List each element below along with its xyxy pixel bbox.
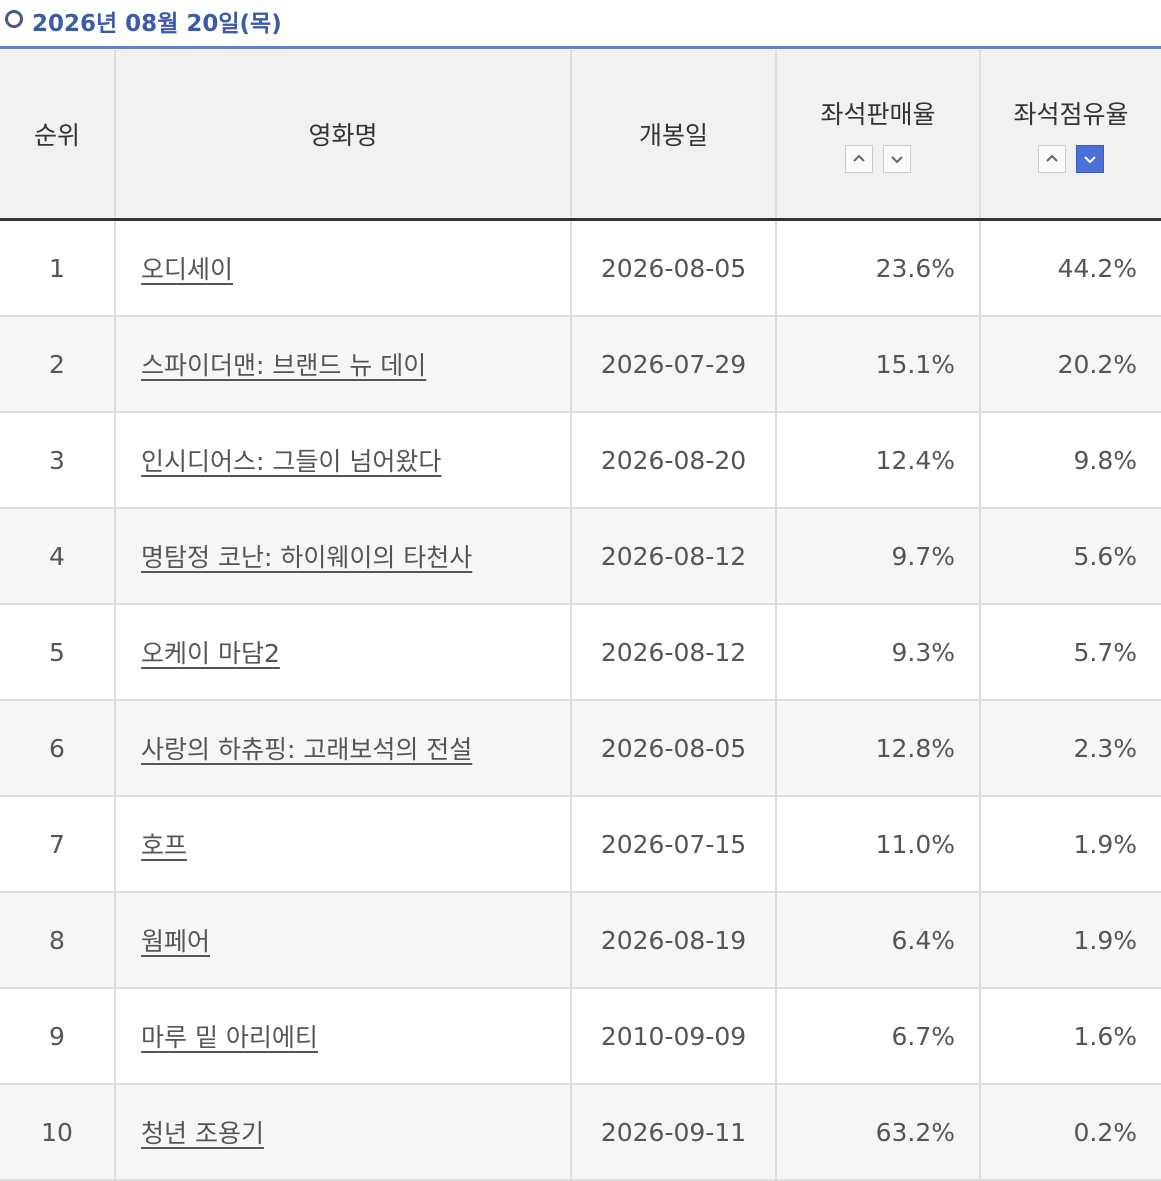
column-label: 좌석판매율 [820, 100, 936, 129]
movie-link[interactable]: 호프 [141, 831, 188, 860]
seat-sales-rate: 9.7% [776, 508, 981, 605]
cell: 오케이 마담2 [115, 604, 572, 701]
table-row: 2 스파이더맨: 브랜드 뉴 데이 2026-07-29 15.1% 20.2% [0, 316, 1161, 413]
table-row: 1 오디세이 2026-08-05 23.6% 44.2% [0, 219, 1161, 317]
seat-share-rate: 5.6% [980, 508, 1161, 605]
rank: 5 [0, 604, 116, 701]
release-date: 2026-08-12 [571, 508, 777, 605]
cell: 웜페어 [115, 892, 572, 989]
column-header: 좌석점유율 [980, 50, 1161, 221]
date-title: 2026년 08월 20일(목) [32, 11, 282, 37]
seat-sales-rate: 15.1% [776, 316, 981, 413]
movie-link[interactable]: 인시디어스: 그들이 넘어왔다 [141, 447, 442, 476]
column-header: 순위 [0, 50, 116, 221]
movie-link[interactable]: 마루 밑 아리에티 [141, 1023, 318, 1052]
release-date: 2026-08-05 [571, 700, 777, 797]
sort-controls [982, 145, 1160, 173]
rank: 4 [0, 508, 116, 605]
ranking-table: 순위 영화명 개봉일 좌석판매율 좌석점유율 1 오디세이 2026-08-05 23.6% 4… [0, 50, 1161, 1181]
cell: 사랑의 하츄핑: 고래보석의 전설 [115, 700, 572, 797]
seat-share-rate: 44.2% [980, 219, 1161, 317]
rank: 2 [0, 316, 116, 413]
movie-link[interactable]: 사랑의 하츄핑: 고래보석의 전설 [141, 735, 473, 764]
table-row: 6 사랑의 하츄핑: 고래보석의 전설 2026-08-05 12.8% 2.3% [0, 700, 1161, 797]
column-label: 순위 [33, 121, 80, 150]
seat-sales-rate: 11.0% [776, 796, 981, 893]
seat-sales-rate: 23.6% [776, 219, 981, 317]
seat-share-rate: 1.6% [980, 988, 1161, 1085]
seat-share-rate: 20.2% [980, 316, 1161, 413]
rank: 9 [0, 988, 116, 1085]
seat-share-rate: 1.9% [980, 796, 1161, 893]
cell: 청년 조용기 [115, 1084, 572, 1181]
release-date: 2026-07-15 [571, 796, 777, 893]
release-date: 2026-09-11 [571, 1084, 777, 1181]
seat-share-rate: 1.9% [980, 892, 1161, 989]
cell: 오디세이 [115, 219, 572, 317]
bullet-icon [5, 10, 23, 28]
sort-ascending-button[interactable] [1038, 145, 1066, 173]
cell: 인시디어스: 그들이 넘어왔다 [115, 412, 572, 509]
date-header: 2026년 08월 20일(목) [0, 0, 1161, 46]
column-label: 개봉일 [638, 121, 708, 150]
rank: 7 [0, 796, 116, 893]
seat-share-rate: 2.3% [980, 700, 1161, 797]
release-date: 2026-08-12 [571, 604, 777, 701]
seat-share-rate: 9.8% [980, 412, 1161, 509]
movie-link[interactable]: 웜페어 [141, 927, 211, 956]
seat-share-rate: 0.2% [980, 1084, 1161, 1181]
movie-link[interactable]: 청년 조용기 [141, 1119, 264, 1148]
rank: 10 [0, 1084, 116, 1181]
column-label: 영화명 [308, 121, 378, 150]
cell: 마루 밑 아리에티 [115, 988, 572, 1085]
cell: 스파이더맨: 브랜드 뉴 데이 [115, 316, 572, 413]
seat-sales-rate: 6.4% [776, 892, 981, 989]
release-date: 2026-08-05 [571, 219, 777, 317]
table-row: 9 마루 밑 아리에티 2010-09-09 6.7% 1.6% [0, 988, 1161, 1085]
rank: 1 [0, 219, 116, 317]
table-row: 4 명탐정 코난: 하이웨이의 타천사 2026-08-12 9.7% 5.6% [0, 508, 1161, 605]
rank: 6 [0, 700, 116, 797]
cell: 호프 [115, 796, 572, 893]
seat-sales-rate: 63.2% [776, 1084, 981, 1181]
table-row: 10 청년 조용기 2026-09-11 63.2% 0.2% [0, 1084, 1161, 1181]
table-row: 3 인시디어스: 그들이 넘어왔다 2026-08-20 12.4% 9.8% [0, 412, 1161, 509]
movie-link[interactable]: 오케이 마담2 [141, 639, 280, 668]
seat-share-rate: 5.7% [980, 604, 1161, 701]
column-label: 좌석점유율 [1013, 100, 1129, 129]
column-header: 개봉일 [571, 50, 777, 221]
sort-descending-button[interactable] [883, 145, 911, 173]
sort-controls [778, 145, 978, 173]
seat-sales-rate: 9.3% [776, 604, 981, 701]
seat-sales-rate: 12.8% [776, 700, 981, 797]
column-header: 좌석판매율 [776, 50, 981, 221]
movie-link[interactable]: 오디세이 [141, 255, 234, 284]
sort-ascending-button[interactable] [845, 145, 873, 173]
table-body: 1 오디세이 2026-08-05 23.6% 44.2% 2 스파이더맨: 브랜드 뉴 데… [0, 219, 1161, 1181]
rank: 8 [0, 892, 116, 989]
release-date: 2010-09-09 [571, 988, 777, 1085]
sort-descending-button[interactable] [1076, 145, 1104, 173]
release-date: 2026-08-20 [571, 412, 777, 509]
table-row: 5 오케이 마담2 2026-08-12 9.3% 5.7% [0, 604, 1161, 701]
table-header-row: 순위 영화명 개봉일 좌석판매율 좌석점유율 [0, 50, 1161, 221]
release-date: 2026-08-19 [571, 892, 777, 989]
movie-link[interactable]: 명탐정 코난: 하이웨이의 타천사 [141, 543, 473, 572]
table-row: 8 웜페어 2026-08-19 6.4% 1.9% [0, 892, 1161, 989]
column-header: 영화명 [115, 50, 572, 221]
rank: 3 [0, 412, 116, 509]
cell: 명탐정 코난: 하이웨이의 타천사 [115, 508, 572, 605]
seat-sales-rate: 12.4% [776, 412, 981, 509]
table-row: 7 호프 2026-07-15 11.0% 1.9% [0, 796, 1161, 893]
header-rule [0, 46, 1161, 49]
release-date: 2026-07-29 [571, 316, 777, 413]
seat-sales-rate: 6.7% [776, 988, 981, 1085]
movie-link[interactable]: 스파이더맨: 브랜드 뉴 데이 [141, 351, 427, 380]
